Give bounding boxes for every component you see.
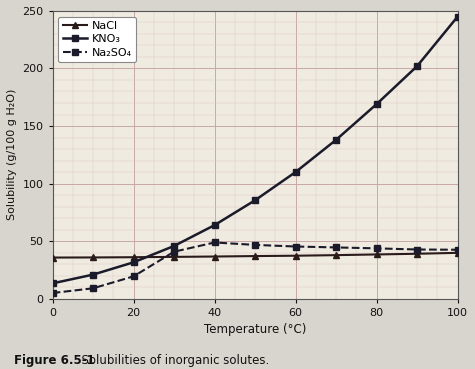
NaCl	[90, 255, 96, 260]
NaCl	[212, 254, 218, 259]
Na₂SO₄	[455, 248, 460, 252]
NaCl	[455, 251, 460, 255]
Na₂SO₄	[293, 244, 298, 249]
X-axis label: Temperature (°C): Temperature (°C)	[204, 323, 306, 336]
NaCl	[171, 255, 177, 259]
Na₂SO₄	[171, 249, 177, 254]
KNO₃	[50, 281, 56, 286]
KNO₃	[414, 64, 420, 68]
Text: Solubilities of inorganic solutes.: Solubilities of inorganic solutes.	[74, 354, 269, 367]
Na₂SO₄	[252, 243, 258, 247]
KNO₃	[293, 170, 298, 174]
KNO₃	[90, 272, 96, 277]
KNO₃	[171, 244, 177, 248]
Line: Na₂SO₄: Na₂SO₄	[50, 240, 460, 296]
Legend: NaCl, KNO₃, Na₂SO₄: NaCl, KNO₃, Na₂SO₄	[58, 17, 136, 62]
KNO₃	[333, 138, 339, 142]
KNO₃	[455, 14, 460, 19]
Na₂SO₄	[212, 240, 218, 245]
KNO₃	[131, 260, 136, 265]
Na₂SO₄	[90, 286, 96, 290]
Y-axis label: Solubility (g/100 g H₂O): Solubility (g/100 g H₂O)	[7, 89, 17, 221]
NaCl	[252, 254, 258, 258]
Na₂SO₄	[374, 246, 380, 251]
KNO₃	[212, 223, 218, 227]
KNO₃	[374, 102, 380, 106]
Na₂SO₄	[131, 274, 136, 279]
Na₂SO₄	[414, 247, 420, 252]
NaCl	[374, 252, 380, 257]
Na₂SO₄	[50, 291, 56, 295]
KNO₃	[252, 198, 258, 203]
Line: NaCl: NaCl	[50, 250, 460, 261]
NaCl	[414, 252, 420, 256]
NaCl	[293, 254, 298, 258]
NaCl	[131, 255, 136, 259]
NaCl	[50, 255, 56, 260]
Text: Figure 6.5-1: Figure 6.5-1	[14, 354, 95, 367]
Line: KNO₃: KNO₃	[50, 14, 460, 286]
NaCl	[333, 253, 339, 257]
Na₂SO₄	[333, 245, 339, 250]
